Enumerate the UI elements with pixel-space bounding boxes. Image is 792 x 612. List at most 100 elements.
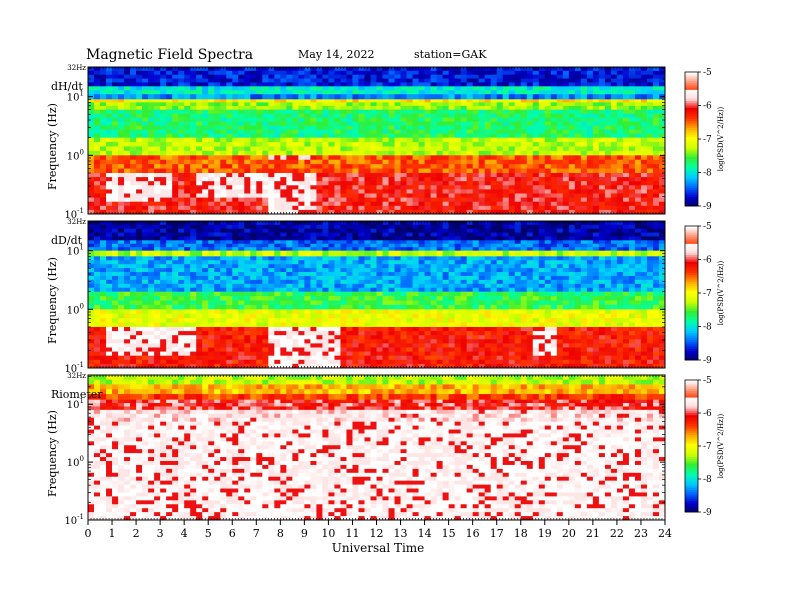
- heatmap-cell: [412, 181, 419, 186]
- heatmap-cell: [124, 105, 131, 111]
- heatmap-cell: [652, 159, 660, 165]
- heatmap-cell: [574, 256, 582, 261]
- heatmap-cell: [652, 224, 660, 230]
- heatmap-cell: [532, 99, 540, 103]
- heatmap-cell: [592, 90, 600, 95]
- heatmap-cell: [292, 189, 299, 194]
- heatmap-cell: [610, 228, 618, 233]
- heatmap-cell: [160, 197, 167, 203]
- heatmap-cell: [556, 177, 564, 182]
- heatmap-cell: [496, 189, 504, 194]
- heatmap-cell: [520, 164, 528, 169]
- heatmap-cell: [370, 193, 377, 198]
- heatmap-cell: [424, 113, 431, 119]
- heatmap-cell: [166, 185, 173, 190]
- heatmap-cell: [352, 113, 359, 119]
- heatmap-cell: [574, 243, 582, 248]
- heatmap-cell: [622, 189, 630, 194]
- heatmap-cell: [112, 201, 119, 207]
- heatmap-cell: [370, 205, 377, 211]
- heatmap-cell: [178, 99, 185, 103]
- heatmap-cell: [166, 236, 173, 241]
- heatmap-cell: [400, 99, 407, 103]
- heatmap-cell: [574, 168, 582, 174]
- heatmap-cell: [400, 221, 407, 226]
- heatmap-cell: [340, 256, 347, 261]
- heatmap-cell: [262, 121, 269, 127]
- heatmap-cell: [154, 247, 161, 252]
- heatmap-cell: [346, 240, 353, 245]
- heatmap-cell: [556, 243, 564, 248]
- heatmap-cell: [202, 90, 209, 95]
- heatmap-cell: [286, 164, 293, 169]
- heatmap-cell: [364, 117, 371, 123]
- heatmap-cell: [334, 164, 341, 169]
- heatmap-cell: [454, 67, 462, 72]
- heatmap-cell: [562, 133, 570, 139]
- heatmap-cell: [172, 82, 179, 87]
- heatmap-cell: [448, 67, 456, 72]
- heatmap-cell: [142, 201, 149, 207]
- heatmap-cell: [148, 232, 155, 237]
- heatmap-cell: [286, 221, 293, 226]
- heatmap-cell: [346, 74, 353, 79]
- heatmap-cell: [550, 155, 558, 161]
- heatmap-cell: [220, 164, 227, 169]
- heatmap-cell: [544, 94, 552, 100]
- heatmap-cell: [472, 189, 480, 194]
- heatmap-cell: [466, 201, 474, 207]
- heatmap-cell: [328, 86, 335, 91]
- heatmap-cell: [574, 105, 582, 111]
- heatmap-cell: [382, 74, 389, 79]
- heatmap-cell: [400, 67, 407, 72]
- heatmap-cell: [202, 150, 209, 156]
- heatmap-cell: [514, 86, 522, 91]
- heatmap-cell: [184, 70, 191, 76]
- heatmap-cell: [466, 137, 474, 143]
- heatmap-cell: [436, 236, 444, 241]
- heatmap-cell: [280, 185, 287, 190]
- heatmap-cell: [196, 250, 203, 257]
- heatmap-cell: [328, 172, 335, 178]
- heatmap-cell: [184, 74, 191, 79]
- heatmap-cell: [406, 256, 413, 261]
- heatmap-cell: [358, 121, 365, 127]
- heatmap-cell: [484, 70, 492, 76]
- heatmap-cell: [646, 113, 654, 119]
- heatmap-cell: [658, 232, 666, 237]
- heatmap-cell: [94, 102, 101, 107]
- heatmap-cell: [484, 146, 492, 152]
- heatmap-cell: [292, 109, 299, 115]
- heatmap-cell: [310, 181, 317, 186]
- heatmap-cell: [286, 67, 293, 72]
- heatmap-cell: [238, 181, 245, 186]
- heatmap-cell: [328, 256, 335, 261]
- heatmap-cell: [310, 99, 317, 103]
- heatmap-cell: [244, 197, 251, 203]
- heatmap-cell: [340, 82, 347, 87]
- heatmap-cell: [88, 113, 95, 119]
- heatmap-cell: [478, 129, 486, 135]
- heatmap-cell: [598, 146, 606, 152]
- colorbar-segment: [685, 141, 698, 144]
- heatmap-cell: [250, 117, 257, 123]
- heatmap-cell: [472, 243, 480, 248]
- heatmap-cell: [556, 113, 564, 119]
- heatmap-cell: [592, 228, 600, 233]
- heatmap-cell: [316, 109, 323, 115]
- heatmap-cell: [598, 105, 606, 111]
- heatmap-cell: [376, 193, 383, 198]
- heatmap-cell: [298, 129, 305, 135]
- heatmap-cell: [442, 109, 450, 115]
- colorbar-segment: [685, 165, 698, 169]
- heatmap-cell: [328, 146, 335, 152]
- heatmap-cell: [388, 177, 395, 182]
- heatmap-cell: [280, 197, 287, 203]
- heatmap-cell: [244, 137, 251, 143]
- heatmap-cell: [208, 256, 215, 261]
- heatmap-cell: [370, 177, 377, 182]
- heatmap-cell: [484, 240, 492, 245]
- heatmap-cell: [364, 236, 371, 241]
- heatmap-cell: [184, 113, 191, 119]
- heatmap-cell: [298, 201, 305, 207]
